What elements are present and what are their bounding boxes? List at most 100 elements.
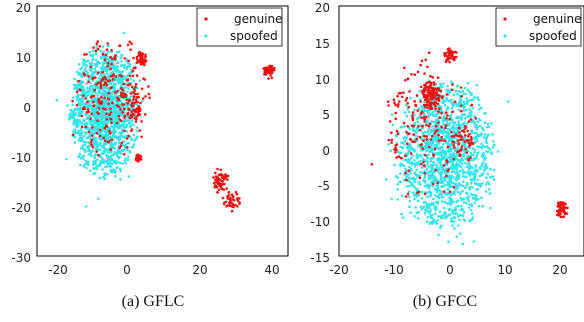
gflc-point-genuine (232, 199, 236, 202)
gflc-x-tick: 40 (264, 263, 279, 277)
gfcc-point-spoofed (456, 92, 459, 96)
gflc-point-spoofed (115, 68, 118, 71)
gfcc-point-genuine (559, 215, 563, 219)
gflc-point-genuine (126, 83, 130, 87)
gflc-point-genuine (109, 67, 112, 71)
gfcc-point-spoofed (446, 84, 449, 88)
gfcc-point-spoofed (477, 204, 481, 208)
gflc-point-spoofed (128, 118, 131, 122)
gfcc-point-spoofed (426, 162, 429, 166)
gflc-point-spoofed (135, 126, 139, 129)
gfcc-point-genuine (404, 99, 408, 102)
gflc-point-spoofed (126, 90, 129, 94)
gfcc-point-spoofed (448, 121, 452, 125)
gfcc-point-spoofed (403, 158, 407, 162)
gflc-point-genuine (132, 95, 136, 99)
gfcc-point-spoofed (447, 240, 450, 243)
gfcc-point-spoofed (436, 146, 439, 149)
gfcc-point-genuine (426, 81, 430, 84)
gflc-point-genuine (134, 82, 138, 86)
gfcc-point-genuine (428, 122, 432, 126)
gfcc-point-spoofed (423, 169, 426, 173)
gfcc-point-genuine (444, 60, 448, 64)
gflc-point-genuine (224, 176, 228, 179)
gflc-point-spoofed (88, 50, 91, 54)
gflc-point-spoofed (86, 59, 90, 63)
gflc-point-spoofed (90, 107, 93, 111)
gflc-point-spoofed (79, 109, 82, 113)
gfcc-point-spoofed (448, 155, 452, 158)
gfcc-point-spoofed (432, 120, 435, 124)
gflc-point-spoofed (83, 143, 87, 146)
gfcc-point-genuine (395, 148, 398, 152)
gfcc-point-genuine (434, 107, 437, 111)
gfcc-point-spoofed (420, 208, 423, 211)
gflc-point-genuine (140, 52, 144, 55)
gflc-point-genuine (90, 112, 93, 116)
gfcc-point-spoofed (450, 217, 453, 220)
gflc-point-genuine (91, 76, 95, 80)
gfcc-point-spoofed (491, 146, 495, 149)
gfcc-point-genuine (440, 112, 443, 115)
gfcc-point-spoofed (470, 182, 473, 185)
gflc-point-spoofed (112, 135, 115, 139)
gfcc-point-spoofed (443, 212, 446, 216)
gflc-point-spoofed (102, 92, 106, 96)
gflc-point-spoofed (95, 167, 99, 171)
gflc-point-genuine (140, 120, 143, 123)
gfcc-point-spoofed (474, 131, 478, 134)
gflc-point-spoofed (109, 135, 112, 139)
gfcc-point-spoofed (435, 222, 438, 225)
gfcc-caption: (b) GFCC (413, 293, 477, 310)
gflc-point-genuine (109, 75, 113, 78)
gflc-point-genuine (133, 108, 136, 112)
gflc-y-tick: -20 (11, 201, 31, 215)
gfcc-point-spoofed (459, 196, 463, 200)
gfcc-point-spoofed (432, 218, 436, 221)
gfcc-point-spoofed (446, 191, 450, 195)
gflc-point-spoofed (103, 130, 107, 133)
gflc-point-genuine (130, 128, 134, 131)
gflc-point-spoofed (124, 82, 128, 86)
gfcc-point-spoofed (432, 161, 435, 164)
gfcc-point-genuine (442, 190, 445, 194)
gfcc-point-spoofed (450, 164, 454, 168)
gflc-point-spoofed (116, 51, 119, 54)
gflc-point-genuine (223, 201, 226, 205)
gfcc-point-spoofed (457, 120, 460, 123)
gfcc-point-spoofed (439, 82, 442, 86)
gfcc-point-genuine (445, 117, 448, 120)
gflc-point-spoofed (75, 87, 79, 90)
gflc-point-spoofed (110, 114, 113, 117)
gfcc-point-spoofed (489, 167, 492, 171)
gflc-legend-genuine-marker (204, 17, 208, 21)
gflc-point-genuine (106, 42, 109, 45)
gfcc-point-spoofed (455, 116, 458, 120)
gfcc-point-genuine (419, 63, 422, 67)
gfcc-point-spoofed (424, 159, 427, 162)
gfcc-point-genuine (407, 169, 411, 172)
gfcc-point-spoofed (492, 178, 496, 181)
gfcc-point-spoofed (420, 197, 424, 200)
gflc-point-spoofed (84, 159, 88, 163)
gflc-point-spoofed (92, 142, 95, 145)
gfcc-point-genuine (402, 121, 406, 125)
gflc-point-spoofed (101, 145, 105, 149)
gflc-point-genuine (105, 118, 109, 121)
gfcc-point-spoofed (409, 156, 413, 160)
gfcc-point-spoofed (431, 222, 434, 225)
gflc-point-genuine (71, 133, 75, 136)
gflc-point-spoofed (93, 125, 96, 128)
gfcc-point-spoofed (415, 195, 418, 198)
gflc-point-spoofed (116, 100, 119, 104)
gflc-point-genuine (121, 88, 124, 92)
gflc-point-spoofed (86, 141, 90, 144)
gfcc-point-spoofed (462, 218, 466, 221)
gfcc-point-genuine (421, 147, 425, 150)
gfcc-point-spoofed (477, 197, 480, 201)
gfcc-point-genuine (397, 103, 400, 106)
gflc-point-spoofed (107, 105, 110, 109)
gfcc-point-genuine (455, 51, 458, 54)
gfcc-point-genuine (404, 171, 407, 175)
gfcc-point-spoofed (403, 111, 407, 114)
